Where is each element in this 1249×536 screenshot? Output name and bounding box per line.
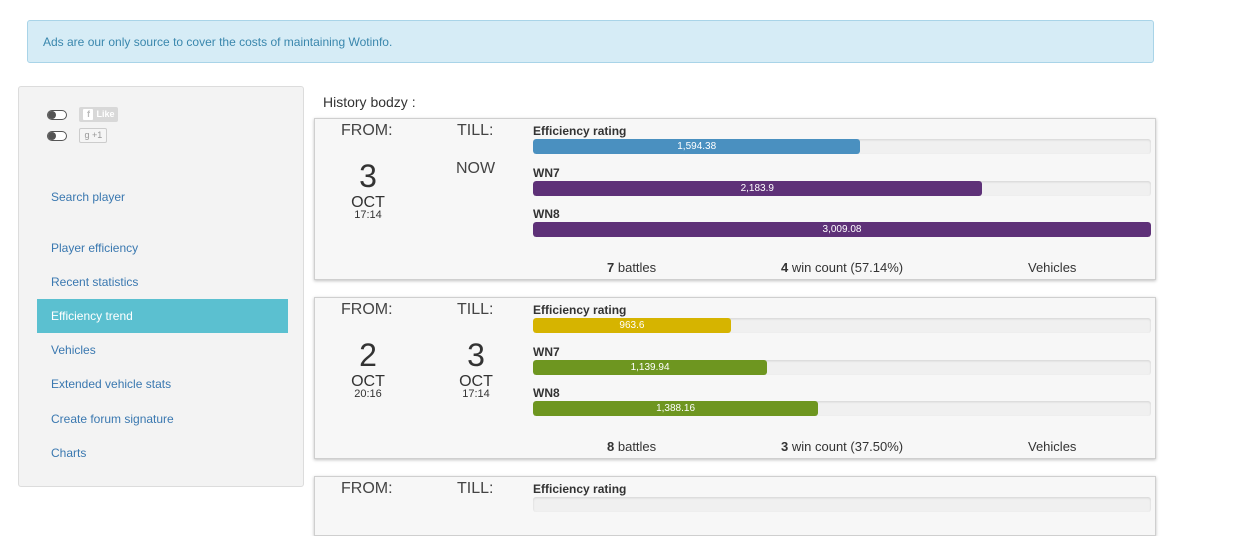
wn8-fill: 3,009.08 <box>533 222 1151 237</box>
till-time: 17:14 <box>462 388 490 400</box>
toggle-icon[interactable] <box>47 130 67 141</box>
from-label: FROM: <box>341 122 393 139</box>
history-entry: FROM: TILL: Efficiency rating <box>314 476 1156 536</box>
wn7-label: WN7 <box>533 345 560 359</box>
facebook-like-row: f Like <box>47 106 119 124</box>
sidebar: f Like g +1 Search player Player efficien… <box>18 86 304 487</box>
facebook-icon: f <box>83 109 94 121</box>
history-title: History bodzy : <box>323 94 416 110</box>
google-plusone-button[interactable]: g +1 <box>79 128 108 144</box>
wn8-label: WN8 <box>533 207 560 221</box>
from-time: 17:14 <box>354 209 382 221</box>
wn7-bar: 1,139.94 <box>533 360 1151 375</box>
sidebar-item-charts[interactable]: Charts <box>51 446 87 460</box>
efficiency-rating-bar: 1,594.38 <box>533 139 1151 154</box>
efficiency-rating-fill: 1,594.38 <box>533 139 861 154</box>
from-month: OCT <box>351 373 385 390</box>
battles-count: 7 battles <box>607 260 657 275</box>
vehicles-link[interactable]: Vehicles <box>1028 439 1077 454</box>
from-label: FROM: <box>341 301 393 318</box>
efficiency-rating-fill: 963.6 <box>533 318 731 333</box>
efficiency-rating-label: Efficiency rating <box>533 303 627 317</box>
efficiency-rating-label: Efficiency rating <box>533 124 627 138</box>
efficiency-rating-bar <box>533 497 1151 512</box>
from-label: FROM: <box>341 480 393 497</box>
sidebar-item-extended-vehicle-stats[interactable]: Extended vehicle stats <box>51 377 172 391</box>
from-day: 2 <box>359 337 377 373</box>
wn7-label: WN7 <box>533 166 560 180</box>
sidebar-item-search-player[interactable]: Search player <box>51 190 126 204</box>
till-label: TILL: <box>457 480 494 497</box>
sidebar-item-player-efficiency[interactable]: Player efficiency <box>51 241 139 255</box>
sidebar-item-create-forum-signature[interactable]: Create forum signature <box>51 412 174 426</box>
wn7-fill: 2,183.9 <box>533 181 982 196</box>
google-icon: g <box>84 130 90 141</box>
efficiency-rating-bar: 963.6 <box>533 318 1151 333</box>
wn8-bar: 3,009.08 <box>533 222 1151 237</box>
history-entry: FROM: TILL: 3 OCT 17:14 NOW Efficiency r… <box>314 118 1156 280</box>
till-now: NOW <box>456 160 496 177</box>
sidebar-item-recent-statistics[interactable]: Recent statistics <box>51 275 139 289</box>
ads-alert: Ads are our only source to cover the cos… <box>27 20 1154 63</box>
till-label: TILL: <box>457 122 494 139</box>
till-label: TILL: <box>457 301 494 318</box>
toggle-icon[interactable] <box>47 109 67 120</box>
from-time: 20:16 <box>354 388 382 400</box>
wn8-bar: 1,388.16 <box>533 401 1151 416</box>
from-day: 3 <box>359 158 377 194</box>
sidebar-item-vehicles[interactable]: Vehicles <box>51 343 96 357</box>
wn8-fill: 1,388.16 <box>533 401 819 416</box>
vehicles-link[interactable]: Vehicles <box>1028 260 1077 275</box>
wn7-fill: 1,139.94 <box>533 360 768 375</box>
sidebar-item-efficiency-trend[interactable]: Efficiency trend <box>37 299 288 333</box>
history-entry: FROM: TILL: 2 OCT 20:16 3 OCT 17:14 Effi… <box>314 297 1156 459</box>
win-count: 3 win count (37.50%) <box>781 439 904 454</box>
wn8-label: WN8 <box>533 386 560 400</box>
battles-count: 8 battles <box>607 439 657 454</box>
till-month: OCT <box>459 373 493 390</box>
till-day: 3 <box>467 337 485 373</box>
wn7-bar: 2,183.9 <box>533 181 1151 196</box>
facebook-like-button[interactable]: f Like <box>79 107 119 123</box>
google-plusone-row: g +1 <box>47 127 108 145</box>
efficiency-rating-label: Efficiency rating <box>533 482 627 496</box>
win-count: 4 win count (57.14%) <box>781 260 904 275</box>
from-month: OCT <box>351 194 385 211</box>
